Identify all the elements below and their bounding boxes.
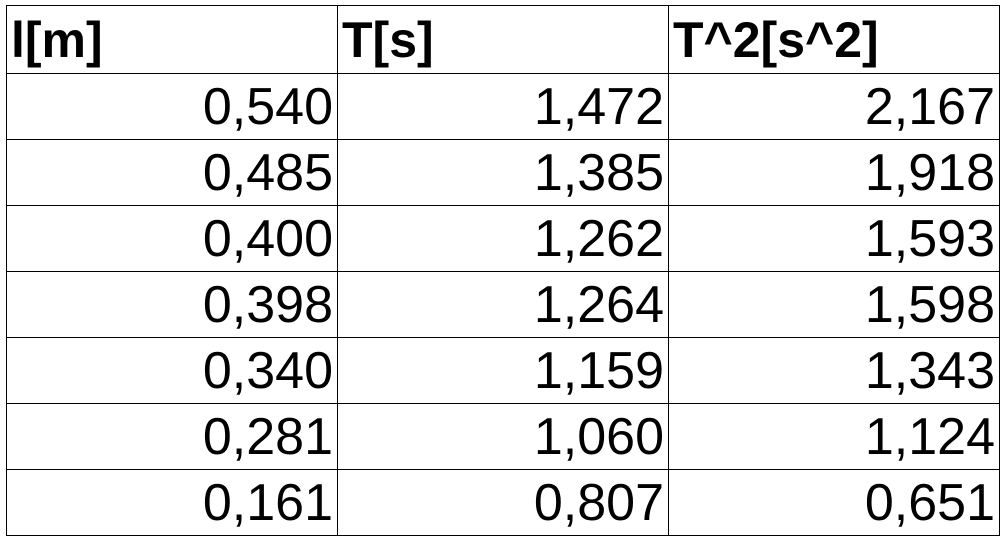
cell-length[interactable]: 0,398 (6, 271, 338, 338)
cell-length[interactable]: 0,281 (6, 403, 338, 470)
cell-period[interactable]: 1,060 (337, 403, 669, 470)
data-table: l[m] T[s] T^2[s^2] 0,540 1,472 2,167 0,4… (6, 5, 1000, 536)
table-row: 0,485 1,385 1,918 (6, 139, 1000, 206)
cell-length[interactable]: 0,161 (6, 469, 338, 536)
table-row: 0,398 1,264 1,598 (6, 271, 1000, 338)
cell-period-squared[interactable]: 0,651 (668, 469, 1000, 536)
cell-length[interactable]: 0,400 (6, 205, 338, 272)
cell-period[interactable]: 0,807 (337, 469, 669, 536)
cell-period-squared[interactable]: 1,593 (668, 205, 1000, 272)
cell-period[interactable]: 1,264 (337, 271, 669, 338)
cell-length[interactable]: 0,340 (6, 337, 338, 404)
cell-period-squared[interactable]: 1,124 (668, 403, 1000, 470)
header-period[interactable]: T[s] (337, 5, 669, 74)
cell-period-squared[interactable]: 1,918 (668, 139, 1000, 206)
cell-length[interactable]: 0,485 (6, 139, 338, 206)
cell-period[interactable]: 1,385 (337, 139, 669, 206)
cell-period[interactable]: 1,262 (337, 205, 669, 272)
header-length[interactable]: l[m] (6, 5, 338, 74)
table-row: 0,161 0,807 0,651 (6, 469, 1000, 536)
header-period-squared[interactable]: T^2[s^2] (668, 5, 1000, 74)
cell-period[interactable]: 1,472 (337, 73, 669, 140)
cell-period-squared[interactable]: 2,167 (668, 73, 1000, 140)
table-row: 0,340 1,159 1,343 (6, 337, 1000, 404)
cell-period[interactable]: 1,159 (337, 337, 669, 404)
cell-period-squared[interactable]: 1,598 (668, 271, 1000, 338)
table-row: 0,281 1,060 1,124 (6, 403, 1000, 470)
table-row: 0,400 1,262 1,593 (6, 205, 1000, 272)
cell-period-squared[interactable]: 1,343 (668, 337, 1000, 404)
table-row: 0,540 1,472 2,167 (6, 73, 1000, 140)
cell-length[interactable]: 0,540 (6, 73, 338, 140)
header-row: l[m] T[s] T^2[s^2] (6, 5, 1000, 74)
